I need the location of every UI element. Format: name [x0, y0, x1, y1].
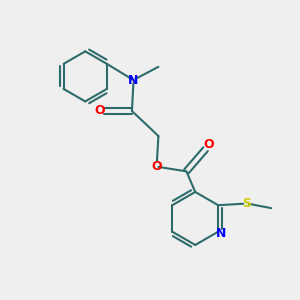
Text: O: O — [152, 160, 162, 173]
Text: N: N — [216, 227, 226, 240]
Text: N: N — [128, 74, 139, 87]
Text: O: O — [94, 104, 105, 118]
Text: S: S — [242, 197, 251, 210]
Text: O: O — [203, 138, 214, 151]
